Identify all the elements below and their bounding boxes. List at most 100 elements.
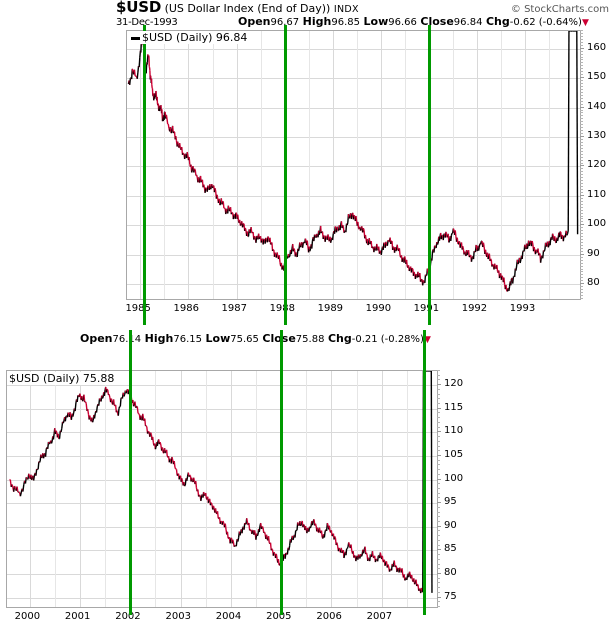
y-axis-minor-tick: [580, 104, 583, 105]
series-swatch-icon: [131, 36, 140, 40]
stockcharts-watermark: © StockCharts.com: [510, 4, 609, 15]
y-axis-minor-tick: [580, 221, 583, 222]
high-label-2: High: [144, 332, 174, 345]
y-axis-minor-tick: [437, 417, 440, 418]
gridline-vertical: [382, 371, 383, 607]
gridline-horizontal: [7, 550, 437, 551]
vertical-marker-line: [428, 25, 431, 325]
gridline-vertical: [140, 31, 141, 299]
y-axis-minor-tick: [580, 83, 583, 84]
high-label: High: [302, 15, 332, 28]
gridline-vertical: [181, 371, 182, 607]
gridline-vertical: [333, 31, 334, 299]
gridline-vertical-minor: [261, 31, 262, 299]
gridline-vertical: [80, 371, 81, 607]
y-axis-minor-tick: [580, 127, 583, 128]
y-axis-minor-tick: [580, 163, 583, 164]
y-axis-minor-tick: [580, 271, 583, 272]
gridline-horizontal: [7, 598, 437, 599]
y-axis-minor-tick: [580, 71, 583, 72]
y-axis-tick-label: 85: [444, 543, 457, 555]
y-axis-minor-tick: [437, 559, 440, 560]
y-axis-minor-tick: [580, 42, 583, 43]
y-axis-tick-label: 100: [587, 218, 607, 230]
gridline-vertical: [331, 371, 332, 607]
y-axis-tick-label: 75: [444, 590, 457, 602]
y-axis-minor-tick: [580, 130, 583, 131]
x-axis-tick-label: 2003: [165, 611, 191, 622]
y-axis-minor-tick: [437, 512, 440, 513]
close-value: 96.84: [453, 17, 483, 28]
y-axis-minor-tick: [437, 516, 440, 517]
y-axis-minor-tick: [580, 248, 583, 249]
y-axis-tick-label: 105: [444, 448, 464, 460]
y-axis-minor-tick: [437, 460, 440, 461]
x-axis-tick-label: 1987: [221, 303, 247, 314]
y-axis-tick-mark: [437, 572, 441, 574]
vertical-marker-line: [280, 330, 283, 615]
y-axis-minor-tick: [580, 92, 583, 93]
y-axis-minor-tick: [437, 507, 440, 508]
x-axis-tick-label: 1991: [413, 303, 440, 314]
y-axis-minor-tick: [580, 62, 583, 63]
x-axis-tick-label: 2005: [266, 611, 292, 622]
y-axis-minor-tick: [580, 245, 583, 246]
y-axis-minor-tick: [580, 86, 583, 87]
y-axis-minor-tick: [580, 80, 583, 81]
y-axis-minor-tick: [437, 554, 440, 555]
y-axis-tick-mark: [580, 47, 584, 49]
bottom-price-chart[interactable]: [6, 370, 438, 608]
x-axis-tick-label: 1989: [317, 303, 344, 314]
top-price-chart[interactable]: [126, 30, 581, 300]
y-axis-tick-label: 110: [587, 188, 607, 200]
y-axis-tick-mark: [437, 549, 441, 551]
y-axis-minor-tick: [437, 483, 440, 484]
y-axis-minor-tick: [580, 251, 583, 252]
close-label-2: Close: [262, 332, 295, 345]
open-value-2: 76.14: [112, 334, 142, 345]
y-axis-minor-tick: [437, 450, 440, 451]
gridline-vertical-minor: [206, 371, 207, 607]
y-axis-tick-label: 140: [587, 100, 607, 112]
y-axis-minor-tick: [580, 121, 583, 122]
y-axis-tick-label: 130: [587, 130, 607, 142]
gridline-horizontal: [127, 225, 580, 226]
top-chart-title-line: $USD (US Dollar Index (End of Day)) INDX: [116, 0, 359, 16]
gridline-horizontal: [7, 574, 437, 575]
y-axis-tick-label: 80: [587, 277, 600, 289]
y-axis-minor-tick: [580, 242, 583, 243]
y-axis-minor-tick: [580, 298, 583, 299]
top-series-text: $USD (Daily) 96.84: [142, 31, 248, 44]
y-axis-minor-tick: [580, 65, 583, 66]
gridline-vertical-minor: [155, 371, 156, 607]
y-axis-minor-tick: [437, 578, 440, 579]
y-axis-tick-label: 90: [444, 519, 457, 531]
gridline-horizontal: [7, 456, 437, 457]
bottom-chart-ohlc-bar: Open76.14 High76.15 Low75.65 Close75.88 …: [80, 332, 431, 347]
y-axis-minor-tick: [437, 389, 440, 390]
y-axis-minor-tick: [580, 274, 583, 275]
y-axis-tick-mark: [437, 525, 441, 527]
y-axis-minor-tick: [580, 133, 583, 134]
y-axis-minor-tick: [580, 124, 583, 125]
y-axis-minor-tick: [580, 183, 583, 184]
y-axis-minor-tick: [580, 30, 583, 31]
y-axis-minor-tick: [580, 189, 583, 190]
y-axis-minor-tick: [437, 521, 440, 522]
y-axis-minor-tick: [580, 286, 583, 287]
gridline-vertical: [30, 371, 31, 607]
gridline-vertical-minor: [407, 371, 408, 607]
y-axis-minor-tick: [580, 112, 583, 113]
close-value-2: 75.88: [295, 334, 325, 345]
y-axis-minor-tick: [580, 257, 583, 258]
gridline-vertical: [188, 31, 189, 299]
y-axis-minor-tick: [580, 54, 583, 55]
y-axis-minor-tick: [437, 422, 440, 423]
y-axis-minor-tick: [580, 74, 583, 75]
y-axis-minor-tick: [437, 474, 440, 475]
y-axis-tick-mark: [437, 431, 441, 433]
y-axis-minor-tick: [580, 204, 583, 205]
y-axis-minor-tick: [580, 227, 583, 228]
y-axis-minor-tick: [580, 280, 583, 281]
bottom-chart-series-label: $USD (Daily) 75.88: [8, 372, 117, 385]
